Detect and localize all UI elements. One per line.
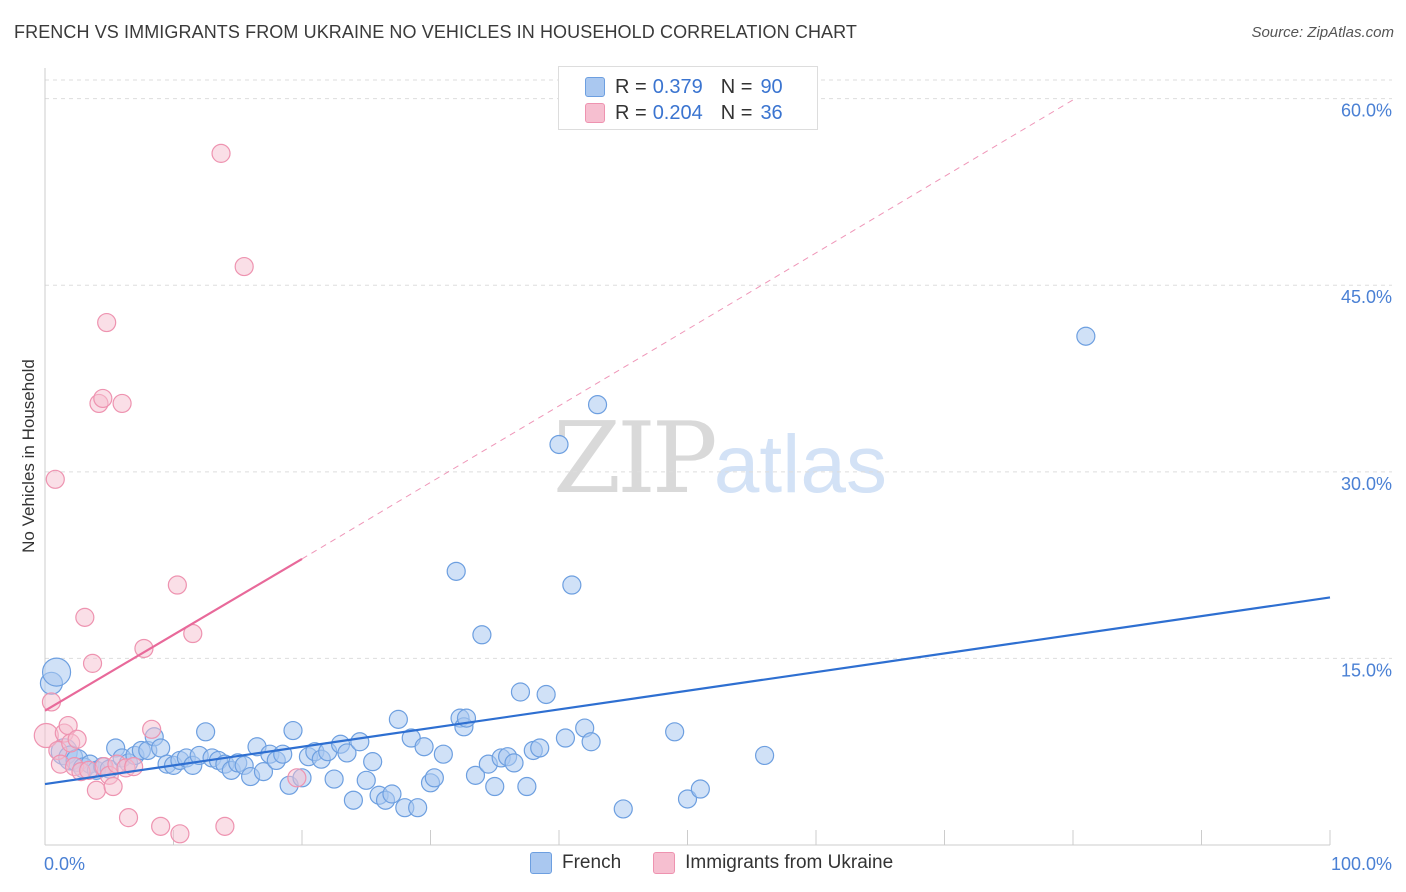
r-value: 0.379 <box>652 75 703 98</box>
data-point-french <box>388 709 408 729</box>
data-point-french <box>613 799 633 819</box>
data-point-french <box>562 575 582 595</box>
data-point-french <box>350 732 370 752</box>
data-point-french <box>41 657 72 687</box>
data-point-french <box>446 561 466 581</box>
r-label: R = <box>615 101 647 124</box>
data-point-french <box>424 768 444 788</box>
trend-layer <box>44 99 1331 786</box>
y-tick-label: 60.0% <box>1341 101 1392 121</box>
data-point-ukraine <box>215 816 235 836</box>
data-point-french <box>414 737 434 757</box>
data-point-french <box>485 776 505 797</box>
french-legend-swatch <box>530 852 552 874</box>
y-tick-label: 45.0% <box>1341 287 1392 307</box>
data-point-ukraine <box>112 393 132 414</box>
data-point-french <box>337 743 357 763</box>
n-label: N = <box>720 75 753 98</box>
tick-label-layer: 15.0% 30.0% 45.0% 60.0% 0.0% 100.0% <box>44 101 1392 874</box>
data-point-french <box>196 722 216 742</box>
legend-item-ukraine[interactable]: Immigrants from Ukraine <box>653 852 893 874</box>
x-tick-label: 100.0% <box>1331 854 1392 874</box>
n-value: 90 <box>760 75 783 98</box>
watermark-atlas: atlas <box>713 419 887 510</box>
watermark-zip: ZIP <box>553 402 718 516</box>
x-tick-label: 0.0% <box>44 854 85 874</box>
data-point-french <box>517 776 537 797</box>
legend-label-french: French <box>562 852 622 873</box>
data-point-ukraine <box>103 776 123 797</box>
data-point-french <box>253 762 274 782</box>
data-point-ukraine <box>45 469 65 489</box>
trendline-french <box>44 596 1331 786</box>
n-value: 36 <box>760 101 783 124</box>
data-point-ukraine <box>211 143 231 163</box>
data-point-french <box>324 769 344 789</box>
data-point-french <box>510 682 531 702</box>
data-point-french <box>343 790 363 810</box>
data-point-french <box>283 720 303 741</box>
data-point-french <box>581 732 601 752</box>
grid-layer <box>45 79 1392 659</box>
stats-row-french: R = 0.379 N = 90 <box>585 75 801 99</box>
data-point-ukraine <box>75 607 95 627</box>
data-point-ukraine <box>142 719 162 739</box>
data-point-ukraine <box>234 256 254 277</box>
chart-title: FRENCH VS IMMIGRANTS FROM UKRAINE NO VEH… <box>14 22 858 42</box>
data-point-ukraine <box>93 388 113 409</box>
data-point-french <box>677 789 698 809</box>
watermark: ZIPatlas <box>553 402 887 516</box>
data-point-ukraine <box>67 729 87 749</box>
data-point-french <box>1076 326 1096 346</box>
legend-label-ukraine: Immigrants from Ukraine <box>685 852 894 873</box>
y-tick-label: 15.0% <box>1341 660 1392 680</box>
data-point-french <box>530 738 550 758</box>
data-point-ukraine <box>167 575 187 595</box>
data-point-french <box>356 770 376 790</box>
ukraine-swatch <box>585 103 605 123</box>
legend-item-french[interactable]: French <box>530 852 621 874</box>
data-point-french <box>363 752 383 772</box>
data-point-ukraine <box>151 816 171 836</box>
data-point-french <box>665 722 685 742</box>
data-point-ukraine <box>97 312 117 333</box>
data-point-french <box>382 784 402 804</box>
trendline-ukraine <box>44 557 303 712</box>
trendline-ukraine-extension <box>301 99 1074 560</box>
data-point-ukraine <box>82 653 103 673</box>
data-point-french <box>536 684 556 705</box>
data-point-french <box>504 753 524 773</box>
data-point-ukraine <box>134 638 154 659</box>
n-label: N = <box>720 101 753 124</box>
data-point-ukraine <box>170 824 190 844</box>
data-point-ukraine <box>86 780 107 800</box>
r-value: 0.204 <box>652 101 703 124</box>
data-point-french <box>754 745 775 766</box>
y-tick-label: 30.0% <box>1341 474 1392 494</box>
data-point-french <box>408 798 428 818</box>
data-point-ukraine <box>287 768 307 788</box>
ukraine-legend-swatch <box>653 852 676 874</box>
series-legend: French Immigrants from Ukraine <box>530 852 925 874</box>
data-point-french <box>465 765 486 785</box>
stats-legend: R = 0.379 N = 90 R = 0.204 N = 36 <box>558 66 818 130</box>
axis-layer <box>44 68 1331 846</box>
r-label: R = <box>615 75 647 98</box>
points-layer <box>33 143 1096 844</box>
data-point-french <box>151 738 171 758</box>
stats-row-ukraine: R = 0.204 N = 36 <box>585 101 801 125</box>
data-point-ukraine <box>118 808 139 828</box>
data-point-french <box>587 395 608 415</box>
data-point-french <box>433 744 453 764</box>
data-point-french <box>549 434 569 455</box>
data-point-french <box>690 779 710 799</box>
source-label: Source: ZipAtlas.com <box>1251 24 1394 41</box>
data-point-french <box>472 625 492 645</box>
french-swatch <box>585 77 605 97</box>
data-point-french <box>555 728 576 748</box>
